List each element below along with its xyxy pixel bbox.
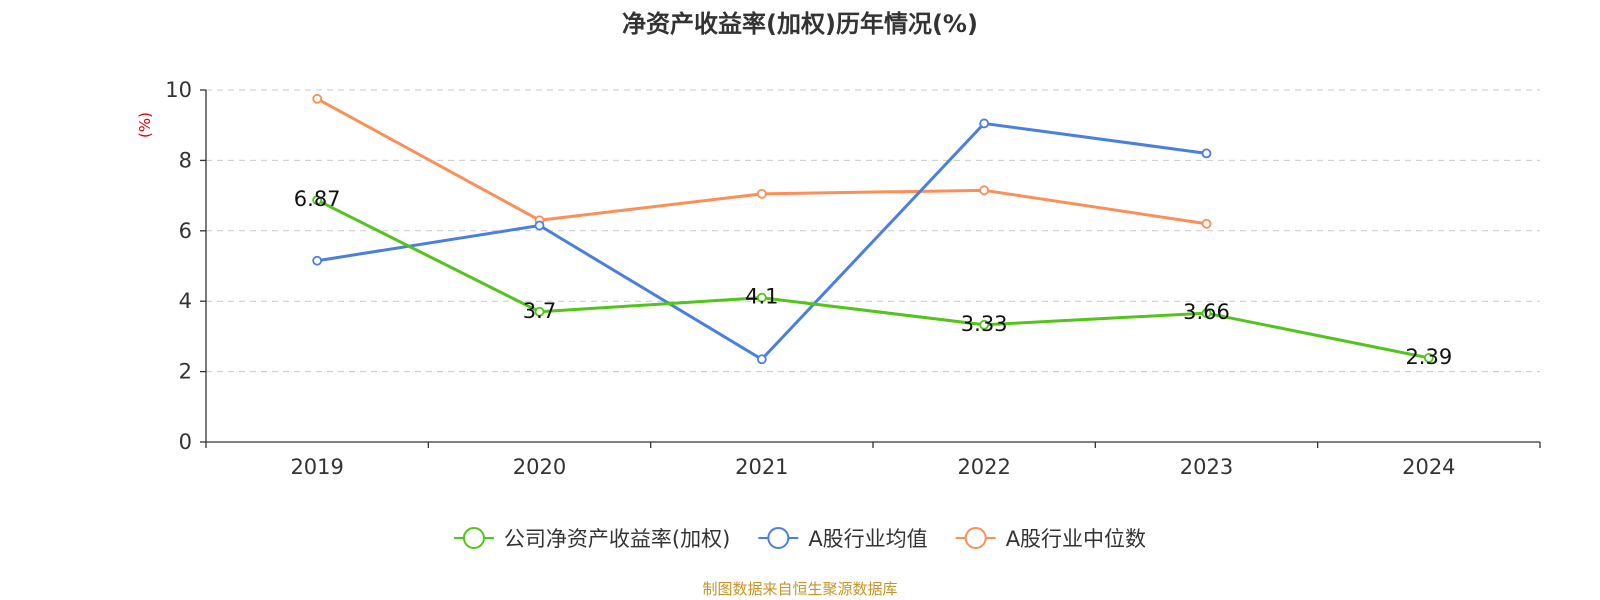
y-tick-label: 4	[179, 289, 192, 313]
data-point	[756, 354, 767, 365]
data-point	[979, 118, 990, 129]
y-tick-label: 2	[179, 360, 192, 384]
x-tick-label-2024: 2024	[1402, 455, 1455, 479]
data-point	[534, 306, 545, 317]
x-tick-label-2020: 2020	[513, 455, 566, 479]
data-labels: 6.87 3.7 4.1 3.33 3.66 2.39	[294, 187, 1452, 369]
x-tick-label-2021: 2021	[735, 455, 788, 479]
data-label: 3.33	[961, 312, 1008, 336]
series-points	[312, 93, 1434, 365]
axes: 0 2 4 6 8 10 2019 2020 2021 2022 2023 2024	[165, 78, 1541, 479]
legend[interactable]: 公司净资产收益率(加权) A股行业均值 A股行业中位数	[453, 527, 1146, 551]
legend-marker	[767, 527, 790, 549]
legend-marker	[462, 527, 485, 549]
data-point	[534, 220, 545, 231]
data-label: 6.87	[294, 187, 341, 211]
y-tick-label: 0	[179, 430, 192, 454]
data-point	[1423, 352, 1434, 363]
data-label: 4.1	[745, 285, 778, 309]
data-point	[1201, 218, 1212, 229]
y-tick-label: 6	[179, 219, 192, 243]
data-point	[1201, 308, 1212, 319]
data-label: 3.66	[1183, 300, 1230, 324]
data-point	[979, 319, 990, 330]
series-line-2	[316, 97, 1207, 226]
chart-title: 净资产收益率(加权)历年情况(%)	[622, 10, 978, 38]
grid-lines	[206, 89, 1540, 373]
legend-marker	[964, 527, 987, 549]
series-lines	[316, 97, 1430, 361]
source-note: 制图数据来自恒生聚源数据库	[702, 580, 898, 598]
data-point	[312, 93, 323, 104]
data-point	[312, 195, 323, 206]
y-tick-label: 8	[179, 148, 192, 172]
x-tick-label-2023: 2023	[1180, 455, 1233, 479]
x-tick-label-2022: 2022	[957, 455, 1010, 479]
legend-label: A股行业均值	[808, 527, 927, 551]
legend-item-0[interactable]: 公司净资产收益率(加权)	[453, 527, 730, 551]
data-point	[756, 188, 767, 199]
data-label: 3.7	[523, 299, 556, 323]
series-line-0	[316, 198, 1430, 360]
x-tick-label-2019: 2019	[290, 455, 343, 479]
data-point	[979, 185, 990, 196]
legend-item-2[interactable]: A股行业中位数	[955, 527, 1146, 551]
legend-label: 公司净资产收益率(加权)	[504, 527, 730, 551]
data-point	[312, 255, 323, 266]
y-axis-label: (%)	[136, 112, 154, 138]
data-label: 2.39	[1405, 345, 1452, 369]
series-line-1	[316, 121, 1207, 361]
y-tick-label: 10	[165, 78, 192, 102]
legend-label: A股行业中位数	[1006, 527, 1146, 551]
data-point	[1201, 148, 1212, 159]
data-point	[756, 292, 767, 303]
legend-item-1[interactable]: A股行业均值	[758, 527, 928, 551]
